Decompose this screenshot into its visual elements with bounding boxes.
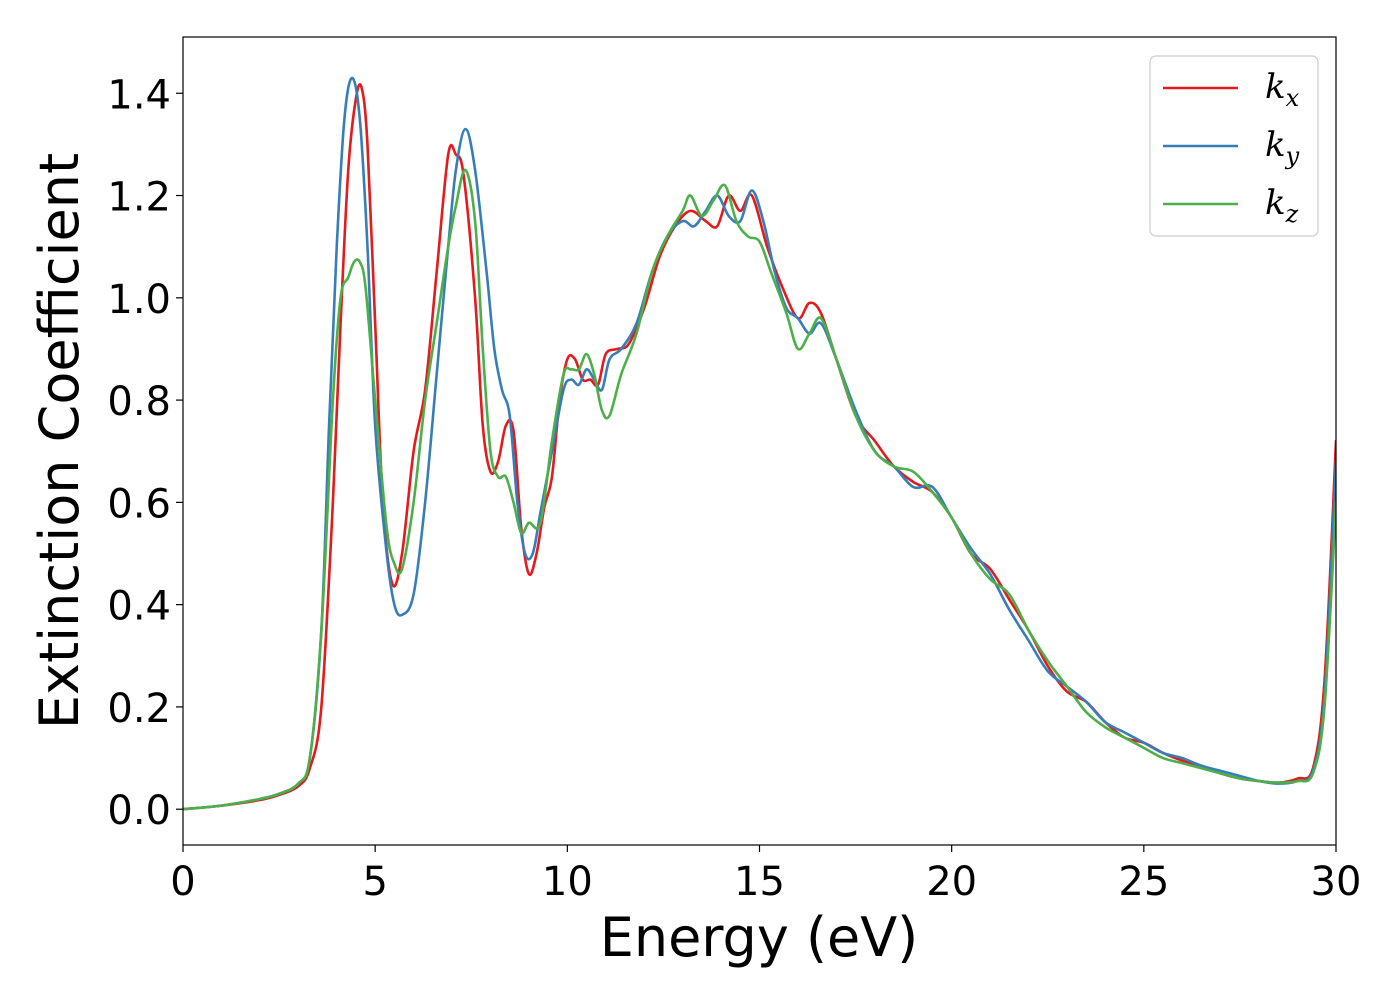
legend-label-main: k xyxy=(1265,67,1286,107)
series-line-ky xyxy=(183,76,1336,811)
axis-ticks: 0 5 10 15 20 25 30 0.0 0.2 0.4 0.6 0.8 1.0 1.2 1.4 xyxy=(107,72,1361,905)
legend-label-kz: kz xyxy=(1265,183,1299,228)
y-tick-label: 1.4 xyxy=(107,72,171,118)
y-tick-label: 0.4 xyxy=(107,584,171,630)
x-tick-label: 20 xyxy=(926,859,977,905)
y-tick-label: 0.2 xyxy=(107,686,171,732)
series-lines xyxy=(183,76,1336,811)
legend-label-subscript: z xyxy=(1285,200,1299,228)
y-tick-label: 1.2 xyxy=(107,175,171,221)
x-tick-label: 0 xyxy=(170,859,195,905)
y-tick-label: 0.6 xyxy=(107,481,171,527)
legend-label-kx: kx xyxy=(1265,67,1300,112)
legend-label-ky: ky xyxy=(1265,125,1300,170)
x-tick-label: 30 xyxy=(1311,859,1362,905)
x-tick-label: 5 xyxy=(362,859,387,905)
y-tick-label: 0.0 xyxy=(107,788,171,834)
y-axis-title: Extinction Coefficient xyxy=(28,153,91,729)
y-tick-label: 1.0 xyxy=(107,277,171,323)
legend-label-main: k xyxy=(1265,125,1286,165)
series-line-kz xyxy=(183,168,1336,811)
x-tick-label: 15 xyxy=(734,859,785,905)
legend-label-main: k xyxy=(1265,183,1286,223)
plot-frame xyxy=(182,36,1337,846)
x-axis-title: Energy (eV) xyxy=(600,906,919,969)
y-tick-label: 0.8 xyxy=(107,379,171,425)
legend-label-subscript: y xyxy=(1285,142,1300,170)
legend-label-subscript: x xyxy=(1286,84,1300,112)
x-tick-label: 10 xyxy=(542,859,593,905)
x-tick-label: 25 xyxy=(1118,859,1169,905)
